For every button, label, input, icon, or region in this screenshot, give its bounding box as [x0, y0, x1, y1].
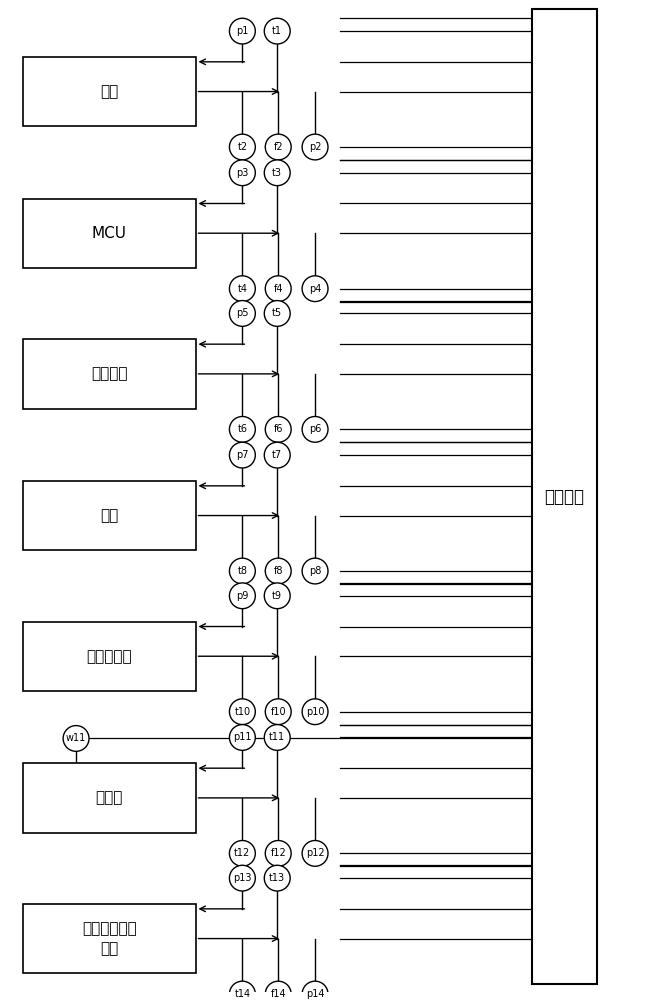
Text: 电机: 电机 — [100, 84, 119, 99]
Text: p9: p9 — [236, 591, 249, 601]
Text: t11: t11 — [269, 732, 285, 742]
Circle shape — [264, 725, 290, 750]
Text: p3: p3 — [236, 168, 249, 178]
Text: t5: t5 — [272, 308, 282, 318]
Circle shape — [230, 301, 255, 326]
Text: f4: f4 — [273, 284, 283, 294]
Text: 散热器: 散热器 — [96, 790, 123, 805]
Circle shape — [230, 160, 255, 186]
Circle shape — [264, 865, 290, 891]
Text: f6: f6 — [273, 424, 283, 434]
Text: 水泵: 水泵 — [100, 508, 119, 523]
Circle shape — [230, 865, 255, 891]
Text: t8: t8 — [238, 566, 248, 576]
Circle shape — [230, 134, 255, 160]
Bar — [23, 763, 195, 833]
Circle shape — [264, 301, 290, 326]
Text: f2: f2 — [273, 142, 283, 152]
Text: p6: p6 — [309, 424, 321, 434]
Circle shape — [230, 981, 255, 1000]
Text: f8: f8 — [273, 566, 283, 576]
Bar — [23, 57, 195, 126]
Circle shape — [230, 442, 255, 468]
Text: 动力电池: 动力电池 — [91, 366, 127, 381]
Circle shape — [230, 725, 255, 750]
Text: p14: p14 — [306, 989, 324, 999]
Circle shape — [265, 699, 291, 725]
Bar — [23, 904, 195, 973]
Circle shape — [264, 583, 290, 609]
Text: p4: p4 — [309, 284, 321, 294]
Text: 数采模块: 数采模块 — [544, 488, 585, 506]
Text: 空调压缩机: 空调压缩机 — [86, 649, 132, 664]
Text: t4: t4 — [238, 284, 248, 294]
Circle shape — [302, 699, 328, 725]
Circle shape — [230, 416, 255, 442]
Circle shape — [302, 981, 328, 1000]
Text: t12: t12 — [234, 848, 251, 858]
Circle shape — [302, 134, 328, 160]
Text: f10: f10 — [271, 707, 286, 717]
Text: t9: t9 — [272, 591, 282, 601]
Text: f12: f12 — [271, 848, 286, 858]
Bar — [23, 199, 195, 268]
Circle shape — [230, 840, 255, 866]
Text: t7: t7 — [272, 450, 282, 460]
Text: t13: t13 — [269, 873, 285, 883]
Text: t1: t1 — [272, 26, 282, 36]
Text: p8: p8 — [309, 566, 321, 576]
Circle shape — [302, 416, 328, 442]
Circle shape — [230, 583, 255, 609]
Circle shape — [265, 840, 291, 866]
Circle shape — [265, 134, 291, 160]
Circle shape — [265, 558, 291, 584]
Circle shape — [264, 442, 290, 468]
Text: MCU: MCU — [92, 226, 127, 241]
Text: 其他动力系统
部件: 其他动力系统 部件 — [82, 921, 137, 956]
Circle shape — [230, 276, 255, 302]
Circle shape — [265, 981, 291, 1000]
Text: p11: p11 — [233, 732, 251, 742]
Circle shape — [230, 699, 255, 725]
Text: p12: p12 — [306, 848, 324, 858]
Text: p7: p7 — [236, 450, 249, 460]
Circle shape — [265, 416, 291, 442]
Text: p1: p1 — [236, 26, 249, 36]
Text: p10: p10 — [306, 707, 324, 717]
Circle shape — [264, 160, 290, 186]
Bar — [23, 339, 195, 409]
Circle shape — [302, 276, 328, 302]
Circle shape — [302, 840, 328, 866]
Text: t10: t10 — [234, 707, 250, 717]
Circle shape — [264, 18, 290, 44]
Circle shape — [302, 558, 328, 584]
Circle shape — [63, 726, 89, 751]
Text: t14: t14 — [234, 989, 250, 999]
Bar — [23, 622, 195, 691]
Text: t3: t3 — [272, 168, 282, 178]
Text: t2: t2 — [238, 142, 248, 152]
Text: t6: t6 — [238, 424, 248, 434]
Text: w11: w11 — [66, 733, 86, 743]
Circle shape — [230, 558, 255, 584]
Text: p5: p5 — [236, 308, 249, 318]
Circle shape — [230, 18, 255, 44]
Text: f14: f14 — [271, 989, 286, 999]
Bar — [23, 481, 195, 550]
Text: p2: p2 — [309, 142, 321, 152]
Circle shape — [265, 276, 291, 302]
Bar — [532, 9, 597, 984]
Text: p13: p13 — [233, 873, 251, 883]
